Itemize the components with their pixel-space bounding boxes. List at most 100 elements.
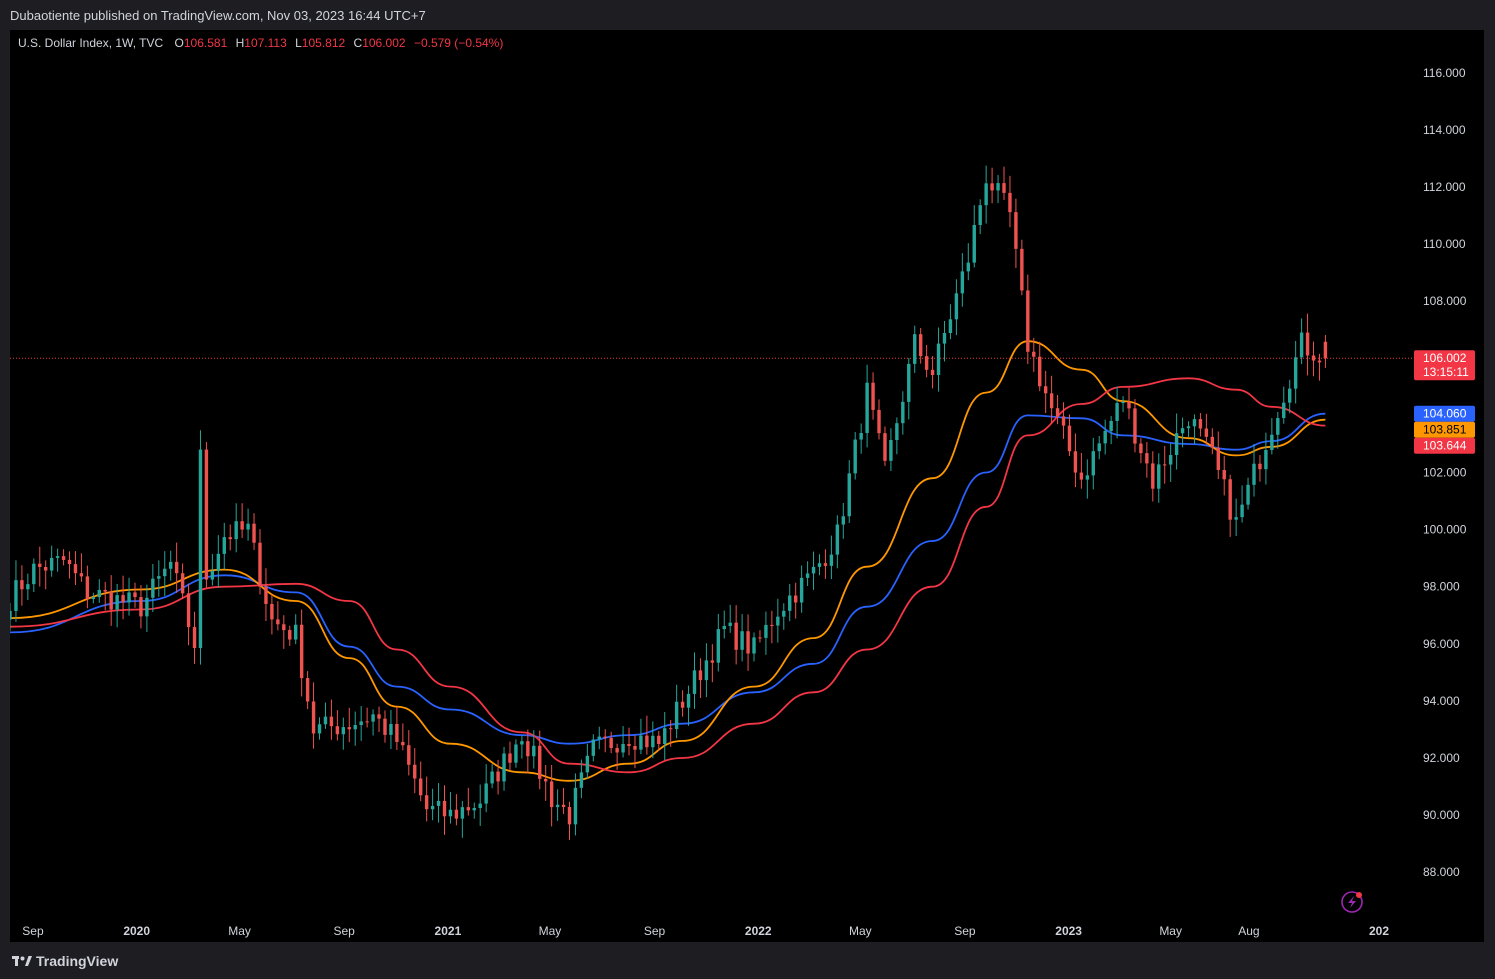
candle[interactable] xyxy=(627,727,631,756)
candle[interactable] xyxy=(704,643,709,698)
candle[interactable] xyxy=(1151,451,1155,502)
candle[interactable] xyxy=(948,304,953,340)
candle[interactable] xyxy=(1246,477,1250,510)
candle[interactable] xyxy=(1282,386,1286,424)
candle[interactable] xyxy=(234,503,238,553)
candle[interactable] xyxy=(496,759,500,795)
candle[interactable] xyxy=(294,614,298,645)
candle[interactable] xyxy=(1157,453,1161,503)
candle[interactable] xyxy=(710,644,715,683)
candle[interactable] xyxy=(520,735,524,759)
candle[interactable] xyxy=(91,592,96,604)
candle[interactable] xyxy=(1264,432,1268,485)
candle[interactable] xyxy=(174,542,179,593)
candle[interactable] xyxy=(728,604,732,633)
candle[interactable] xyxy=(1127,387,1131,420)
candle[interactable] xyxy=(151,563,155,612)
candle[interactable] xyxy=(543,764,548,801)
candle[interactable] xyxy=(1002,166,1006,201)
candle[interactable] xyxy=(984,165,988,224)
candle[interactable] xyxy=(1216,431,1220,480)
lightning-icon[interactable] xyxy=(1341,891,1363,913)
candle[interactable] xyxy=(472,802,476,819)
candle[interactable] xyxy=(103,581,107,611)
candle[interactable] xyxy=(484,764,488,813)
time-axis[interactable]: Sep 2020 May Sep 2021 May Sep 2022 May Sep 2023 May… xyxy=(22,924,1389,938)
candle[interactable] xyxy=(502,746,506,791)
candle[interactable] xyxy=(1020,239,1024,296)
candle[interactable] xyxy=(930,356,935,389)
candle[interactable] xyxy=(1079,452,1084,489)
candle[interactable] xyxy=(115,583,119,628)
candle[interactable] xyxy=(329,699,334,740)
candle[interactable] xyxy=(668,719,673,747)
candle[interactable] xyxy=(567,801,572,841)
candle[interactable] xyxy=(603,729,607,753)
candle[interactable] xyxy=(1258,455,1262,482)
candle[interactable] xyxy=(1026,274,1030,365)
candle[interactable] xyxy=(579,759,584,799)
candle[interactable] xyxy=(895,417,899,455)
candle[interactable] xyxy=(145,584,149,632)
candle[interactable] xyxy=(1061,402,1066,439)
candle[interactable] xyxy=(972,205,976,268)
candle[interactable] xyxy=(549,765,554,827)
candle[interactable] xyxy=(960,253,965,307)
candle[interactable] xyxy=(38,546,42,587)
candle[interactable] xyxy=(264,568,268,622)
candle[interactable] xyxy=(722,610,726,639)
candle[interactable] xyxy=(1067,414,1072,456)
candle[interactable] xyxy=(20,565,24,606)
candle[interactable] xyxy=(692,652,697,709)
candle[interactable] xyxy=(317,717,322,740)
candle[interactable] xyxy=(740,614,744,662)
candle[interactable] xyxy=(1204,413,1209,445)
candle[interactable] xyxy=(359,706,363,741)
candle[interactable] xyxy=(573,773,578,836)
candle[interactable] xyxy=(764,611,768,655)
candle[interactable] xyxy=(609,731,613,754)
candle[interactable] xyxy=(1014,198,1018,269)
candle[interactable] xyxy=(663,712,667,761)
candle[interactable] xyxy=(782,603,786,630)
candle[interactable] xyxy=(430,788,435,821)
candle[interactable] xyxy=(395,706,399,750)
candle[interactable] xyxy=(1091,437,1095,490)
candle[interactable] xyxy=(311,682,316,749)
candle[interactable] xyxy=(180,563,185,599)
candle[interactable] xyxy=(85,565,90,609)
candle[interactable] xyxy=(1198,413,1203,437)
candle[interactable] xyxy=(799,565,804,613)
candle[interactable] xyxy=(1180,417,1185,448)
candle[interactable] xyxy=(1121,396,1125,413)
candle[interactable] xyxy=(1073,433,1078,488)
candle[interactable] xyxy=(186,583,191,646)
price-chart[interactable]: 116.000 114.000 112.000 110.000 108.000 106.0… xyxy=(8,30,1484,942)
candle[interactable] xyxy=(127,577,131,616)
candle[interactable] xyxy=(210,554,215,586)
candle[interactable] xyxy=(1192,414,1197,444)
candle[interactable] xyxy=(14,560,18,622)
price-axis[interactable]: 116.000 114.000 112.000 110.000 108.000 106.0… xyxy=(1423,66,1467,879)
candle[interactable] xyxy=(1311,341,1316,377)
candle[interactable] xyxy=(758,630,762,643)
candle[interactable] xyxy=(907,358,911,420)
candle[interactable] xyxy=(1133,399,1137,453)
candle[interactable] xyxy=(454,794,459,826)
candle[interactable] xyxy=(424,776,429,822)
candle[interactable] xyxy=(752,632,756,662)
candle[interactable] xyxy=(252,513,256,550)
candle[interactable] xyxy=(246,508,250,541)
candle[interactable] xyxy=(228,524,232,551)
candle[interactable] xyxy=(841,502,845,539)
candle[interactable] xyxy=(1103,419,1107,455)
candle[interactable] xyxy=(448,791,453,824)
candle[interactable] xyxy=(365,707,369,728)
candle[interactable] xyxy=(442,785,447,835)
candle[interactable] xyxy=(942,320,947,362)
candle[interactable] xyxy=(978,199,982,235)
candle[interactable] xyxy=(1145,442,1149,478)
candle[interactable] xyxy=(44,560,48,590)
candle[interactable] xyxy=(55,548,60,572)
candle[interactable] xyxy=(26,573,30,601)
